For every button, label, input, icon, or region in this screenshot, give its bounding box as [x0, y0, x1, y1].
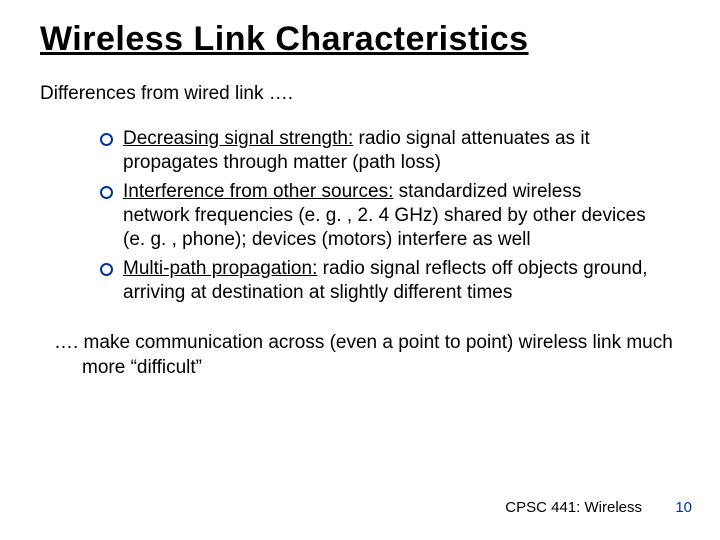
outro-text: …. make communication across (even a poi…	[54, 331, 680, 380]
list-item: Decreasing signal strength: radio signal…	[100, 127, 650, 176]
list-item: Interference from other sources: standar…	[100, 180, 650, 253]
bullet-icon	[100, 186, 113, 199]
footer-course: CPSC 441: Wireless	[505, 499, 642, 516]
bullet-text: Interference from other sources: standar…	[123, 180, 650, 253]
bullet-list: Decreasing signal strength: radio signal…	[100, 127, 650, 305]
bullet-lead: Interference from other sources:	[123, 181, 393, 202]
slide: Wireless Link Characteristics Difference…	[0, 0, 720, 540]
bullet-text: Multi-path propagation: radio signal ref…	[123, 257, 650, 306]
bullet-lead: Decreasing signal strength:	[123, 128, 353, 149]
bullet-icon	[100, 133, 113, 146]
list-item: Multi-path propagation: radio signal ref…	[100, 257, 650, 306]
footer-page-number: 10	[675, 499, 692, 516]
slide-title: Wireless Link Characteristics	[40, 20, 680, 59]
intro-text: Differences from wired link ….	[40, 83, 680, 105]
bullet-icon	[100, 263, 113, 276]
bullet-text: Decreasing signal strength: radio signal…	[123, 127, 650, 176]
bullet-lead: Multi-path propagation:	[123, 258, 317, 279]
